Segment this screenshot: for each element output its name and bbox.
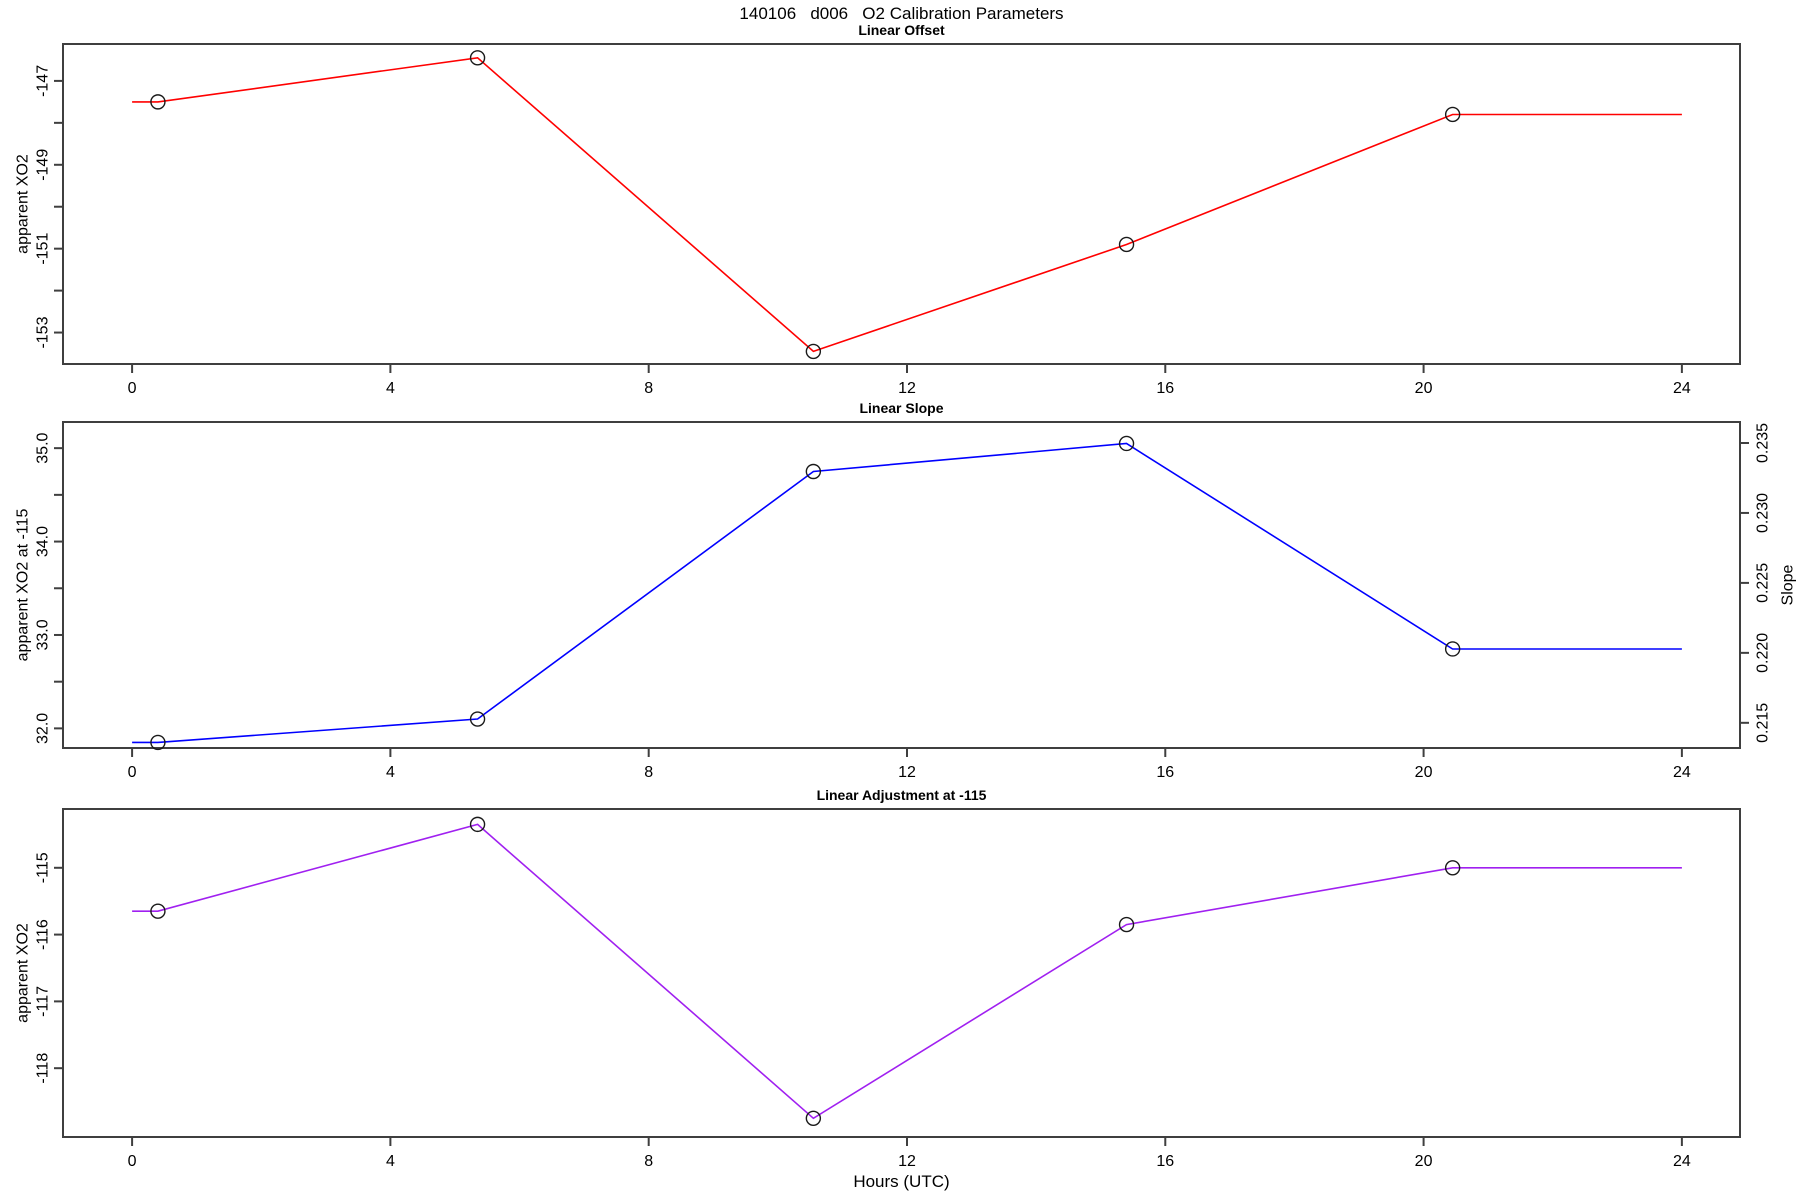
panel-title: Linear Adjustment at -115 xyxy=(817,787,987,803)
data-point-marker xyxy=(805,463,822,480)
y-axis-title: apparent XO2 xyxy=(15,923,32,1023)
y-tick-label: -153 xyxy=(35,316,52,348)
plot-box xyxy=(62,808,1741,1138)
x-tick-label: 24 xyxy=(1673,380,1691,397)
panel-title: Linear Slope xyxy=(859,400,943,416)
y-tick-label: -149 xyxy=(35,149,52,181)
x-tick-label: 20 xyxy=(1415,1153,1433,1170)
data-point-marker xyxy=(805,1110,822,1126)
y-tick-label: 35.0 xyxy=(35,432,52,463)
x-tick-label: 16 xyxy=(1156,380,1174,397)
data-point-marker xyxy=(1444,106,1461,123)
y-tick-label: -147 xyxy=(35,65,52,97)
data-point-marker xyxy=(469,816,486,833)
series-line xyxy=(132,442,1682,744)
x-axis-title: Hours (UTC) xyxy=(853,1172,949,1191)
x-tick-label: 24 xyxy=(1673,764,1691,781)
plot-box xyxy=(62,43,1741,365)
x-tick-label: 0 xyxy=(128,764,137,781)
right-axis-title: Slope xyxy=(1780,564,1797,605)
x-tick-label: 16 xyxy=(1156,1153,1174,1170)
x-tick-label: 20 xyxy=(1415,764,1433,781)
series-line xyxy=(132,56,1682,353)
y-tick-label: 32.0 xyxy=(35,713,52,744)
data-point-marker xyxy=(1444,641,1461,657)
data-point-marker xyxy=(1118,435,1135,452)
y-axis-title: apparent XO2 at -115 xyxy=(15,509,32,662)
x-tick-label: 8 xyxy=(644,380,653,397)
x-tick-label: 8 xyxy=(644,1153,653,1170)
y-tick-label: -117 xyxy=(35,986,52,1017)
data-point-marker xyxy=(1118,236,1135,253)
y-tick-label: 33.0 xyxy=(35,619,52,650)
x-tick-label: 8 xyxy=(644,764,653,781)
x-tick-label: 12 xyxy=(898,764,916,781)
x-tick-label: 12 xyxy=(898,380,916,397)
y-tick-label: -116 xyxy=(35,919,52,950)
x-tick-label: 4 xyxy=(386,764,395,781)
plot-box xyxy=(62,421,1741,749)
x-tick-label: 16 xyxy=(1156,764,1174,781)
y-tick-label: 34.0 xyxy=(35,526,52,557)
data-point-marker xyxy=(150,734,166,751)
data-point-marker xyxy=(150,94,166,110)
x-tick-label: 12 xyxy=(898,1153,916,1170)
y-tick-label: -118 xyxy=(35,1053,52,1084)
x-tick-label: 4 xyxy=(386,1153,395,1170)
x-tick-label: 0 xyxy=(128,1153,137,1170)
data-point-marker xyxy=(1118,916,1135,933)
y-tick-label-right: 0.230 xyxy=(1755,493,1772,533)
x-tick-label: 0 xyxy=(128,380,137,397)
y-tick-label-right: 0.220 xyxy=(1755,633,1772,673)
page-title: 140106 d006 O2 Calibration Parameters xyxy=(739,4,1064,23)
y-tick-label: -151 xyxy=(35,233,52,265)
y-tick-label-right: 0.215 xyxy=(1755,703,1772,743)
data-point-marker xyxy=(1444,860,1461,876)
y-axis-title: apparent XO2 xyxy=(15,154,32,254)
data-point-marker xyxy=(469,50,486,66)
x-tick-label: 20 xyxy=(1415,380,1433,397)
data-point-marker xyxy=(469,711,486,727)
y-tick-label: -115 xyxy=(35,852,52,883)
panel-title: Linear Offset xyxy=(858,22,945,38)
series-line xyxy=(132,823,1682,1120)
data-point-marker xyxy=(805,343,822,360)
y-tick-label-right: 0.235 xyxy=(1755,423,1772,463)
x-tick-label: 24 xyxy=(1673,1153,1691,1170)
x-tick-label: 4 xyxy=(386,380,395,397)
data-point-marker xyxy=(150,903,166,919)
y-tick-label-right: 0.225 xyxy=(1755,563,1772,603)
